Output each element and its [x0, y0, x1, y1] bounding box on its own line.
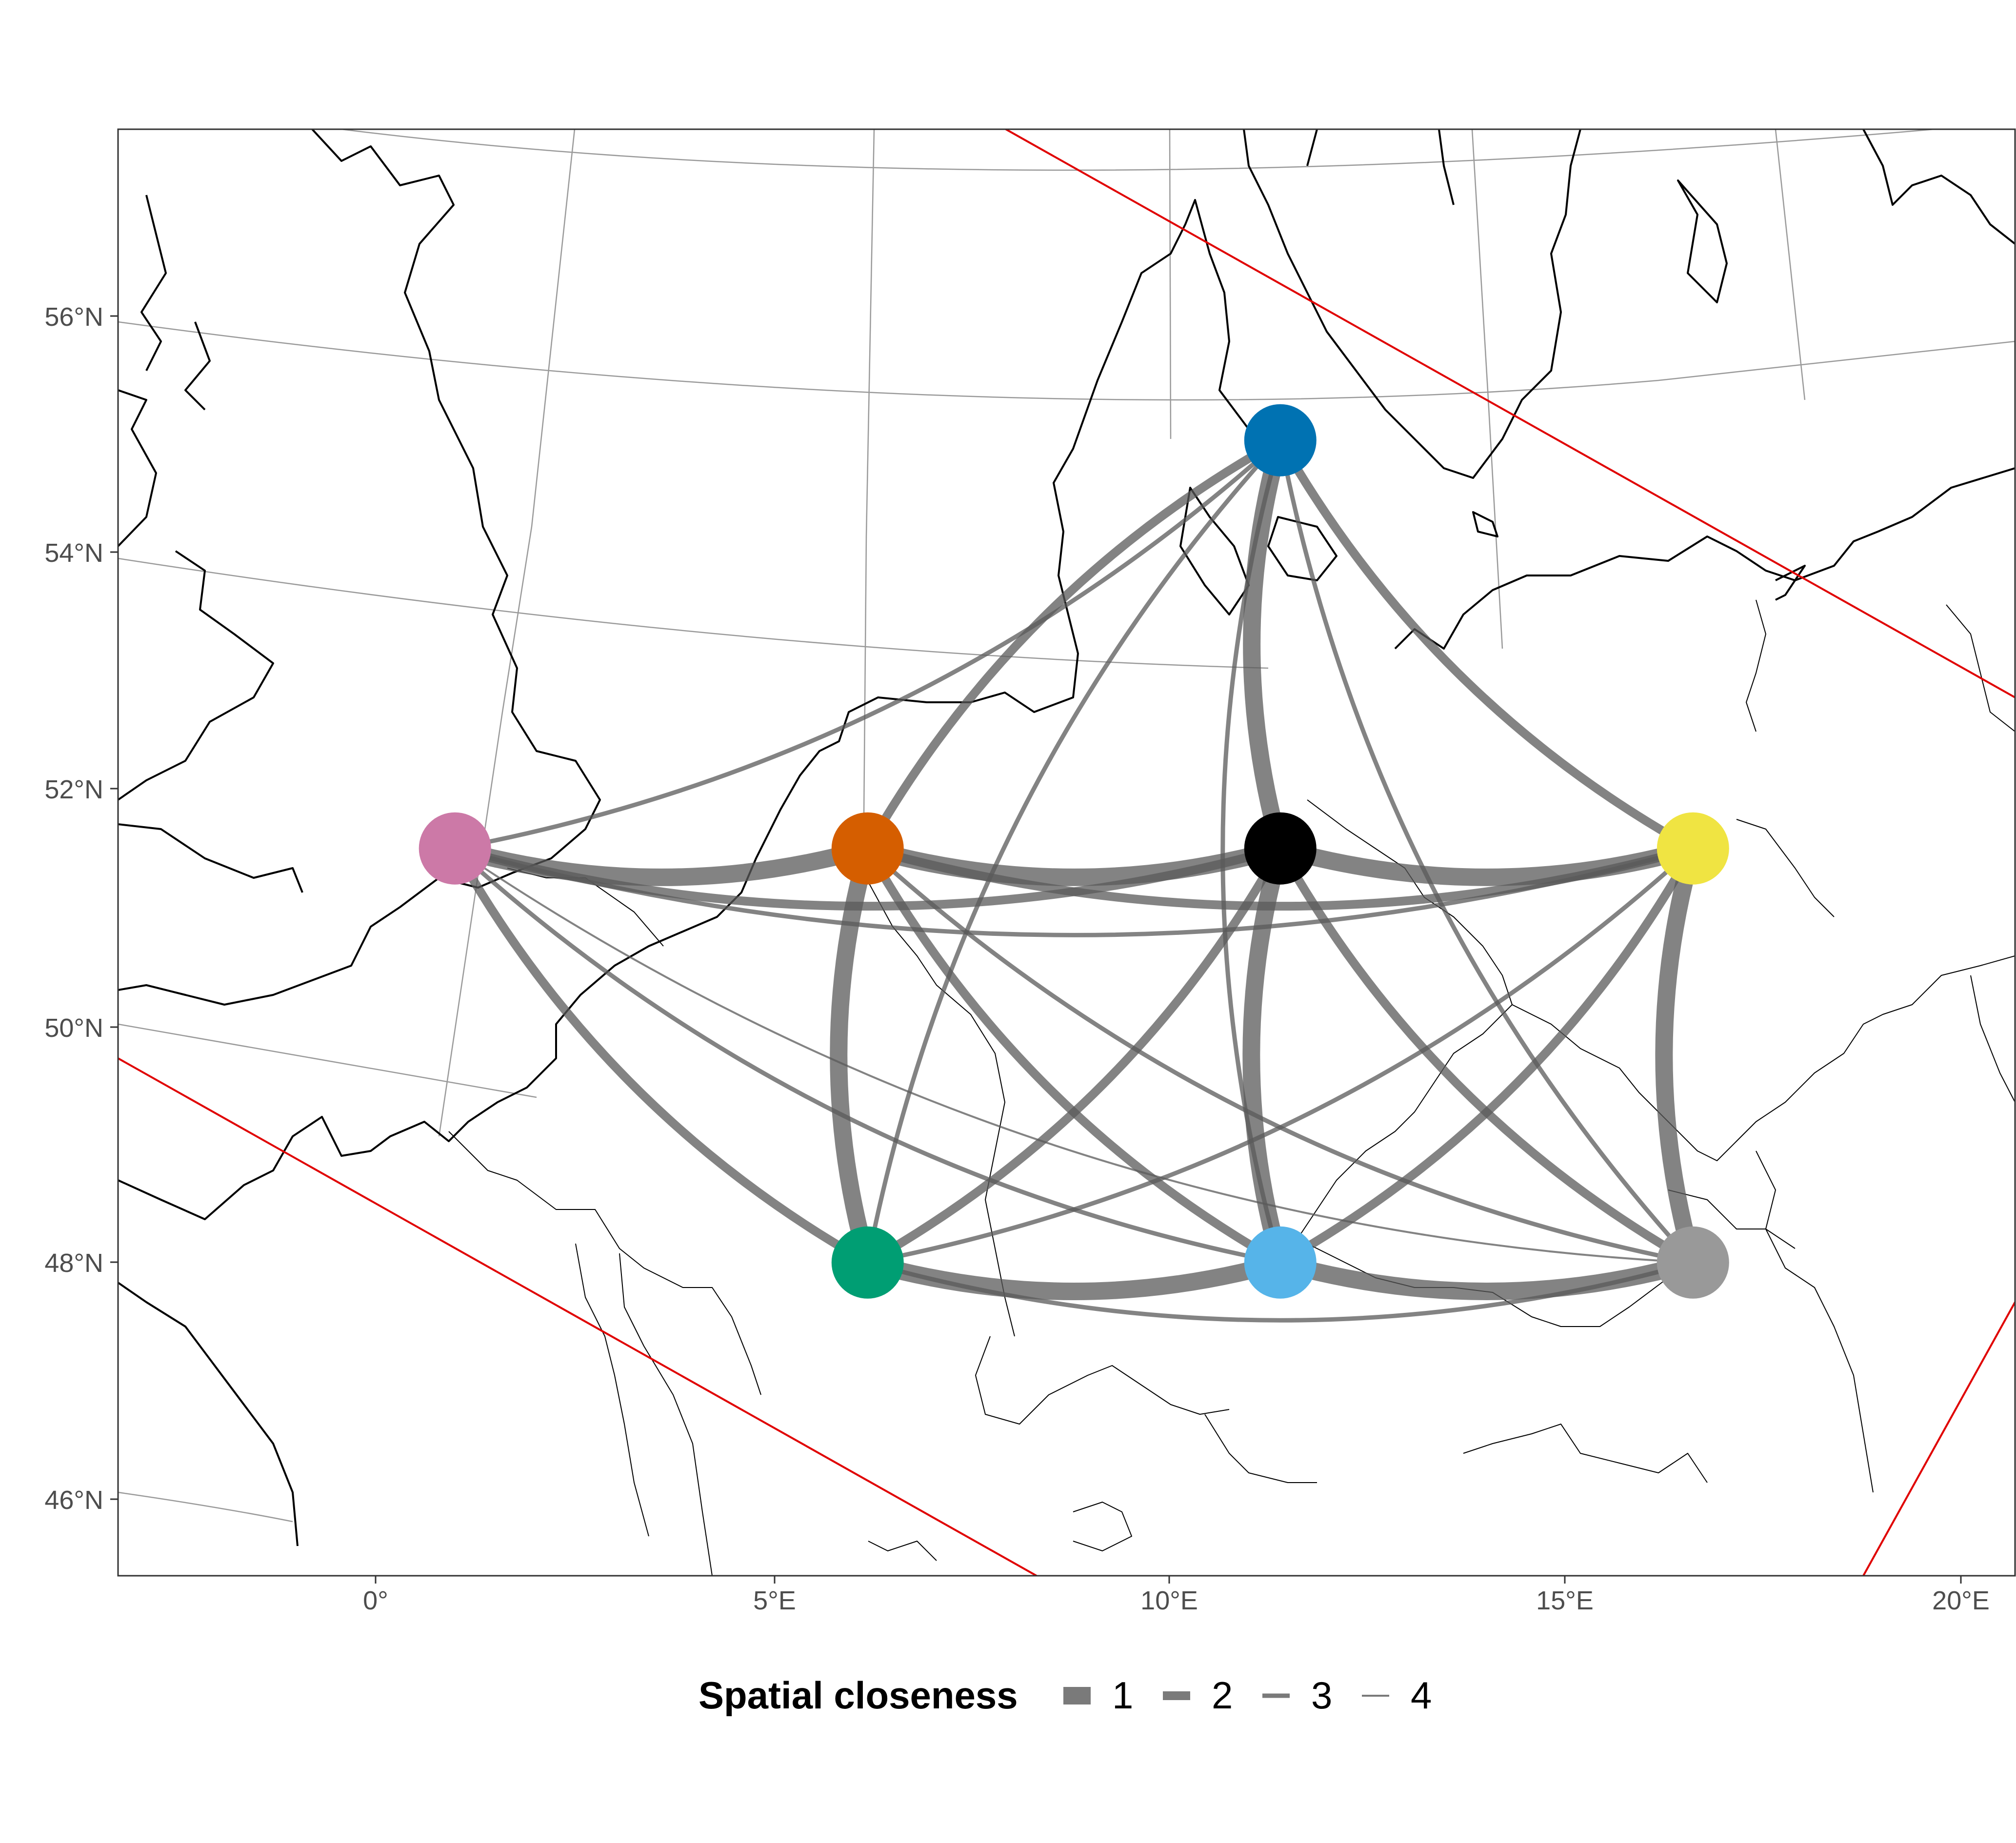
panel-border: [117, 128, 2016, 1577]
y-tick-label: 46°N: [44, 1486, 103, 1515]
edge-pink-gray: [454, 847, 1694, 1264]
edge-blue-orange: [863, 436, 1285, 853]
edge-pink-blue: [453, 438, 1283, 851]
edge-green-gray: [865, 1260, 1696, 1323]
map-panel: [118, 129, 2015, 1576]
legend-label-4: 4: [1411, 1674, 1432, 1717]
edge-pink-light-blue: [453, 846, 1283, 1265]
network-nodes: [419, 404, 1729, 1299]
x-tick-label: 15°E: [1536, 1586, 1594, 1615]
x-axis: [375, 1576, 1962, 1584]
edge-yellow-gray: [1655, 839, 1702, 1271]
node-yellow: [1657, 812, 1729, 885]
legend-label-3: 3: [1311, 1674, 1332, 1717]
edge-blue-light-blue: [1220, 438, 1283, 1265]
graticule: [118, 129, 2015, 1523]
node-gray: [1657, 1226, 1729, 1299]
legend: Spatial closeness 1 2 3 4: [699, 1674, 1432, 1717]
edge-pink-green: [450, 844, 872, 1267]
node-orange: [831, 812, 904, 885]
y-tick-label: 52°N: [44, 775, 103, 804]
edge-pink-yellow: [453, 846, 1696, 937]
coastlines: [118, 129, 2015, 1546]
edge-orange-gray: [865, 846, 1696, 1265]
extent-lines: [118, 129, 2015, 1576]
network-edges: [446, 431, 1702, 1323]
edge-green-black: [863, 844, 1285, 1267]
edge-light-blue-yellow: [1276, 844, 1697, 1267]
legend-label-1: 1: [1112, 1674, 1133, 1717]
x-tick-label: 20°E: [1932, 1586, 1990, 1615]
y-tick-label: 54°N: [44, 538, 103, 568]
edge-green-yellow: [865, 846, 1696, 1265]
x-tick-label: 10°E: [1140, 1586, 1198, 1615]
y-tick-label: 48°N: [44, 1248, 103, 1278]
y-tick-label: 56°N: [44, 302, 103, 332]
edge-orange-light-blue: [863, 844, 1285, 1267]
node-blue: [1244, 404, 1317, 476]
x-tick-label: 0°: [363, 1586, 388, 1615]
edge-blue-gray: [1278, 438, 1696, 1265]
node-green: [831, 1226, 904, 1299]
y-axis: [110, 315, 118, 1500]
legend-title: Spatial closeness: [699, 1674, 1018, 1717]
borders: [448, 599, 2015, 1576]
edge-black-gray: [1276, 844, 1697, 1267]
edge-blue-green: [865, 438, 1283, 1265]
edge-blue-yellow: [1276, 436, 1697, 853]
legend-label-2: 2: [1212, 1674, 1233, 1717]
y-tick-label: 50°N: [44, 1013, 103, 1043]
node-pink: [419, 812, 491, 885]
x-tick-label: 5°E: [753, 1586, 796, 1615]
node-black: [1244, 812, 1317, 885]
node-light-blue: [1244, 1226, 1317, 1299]
